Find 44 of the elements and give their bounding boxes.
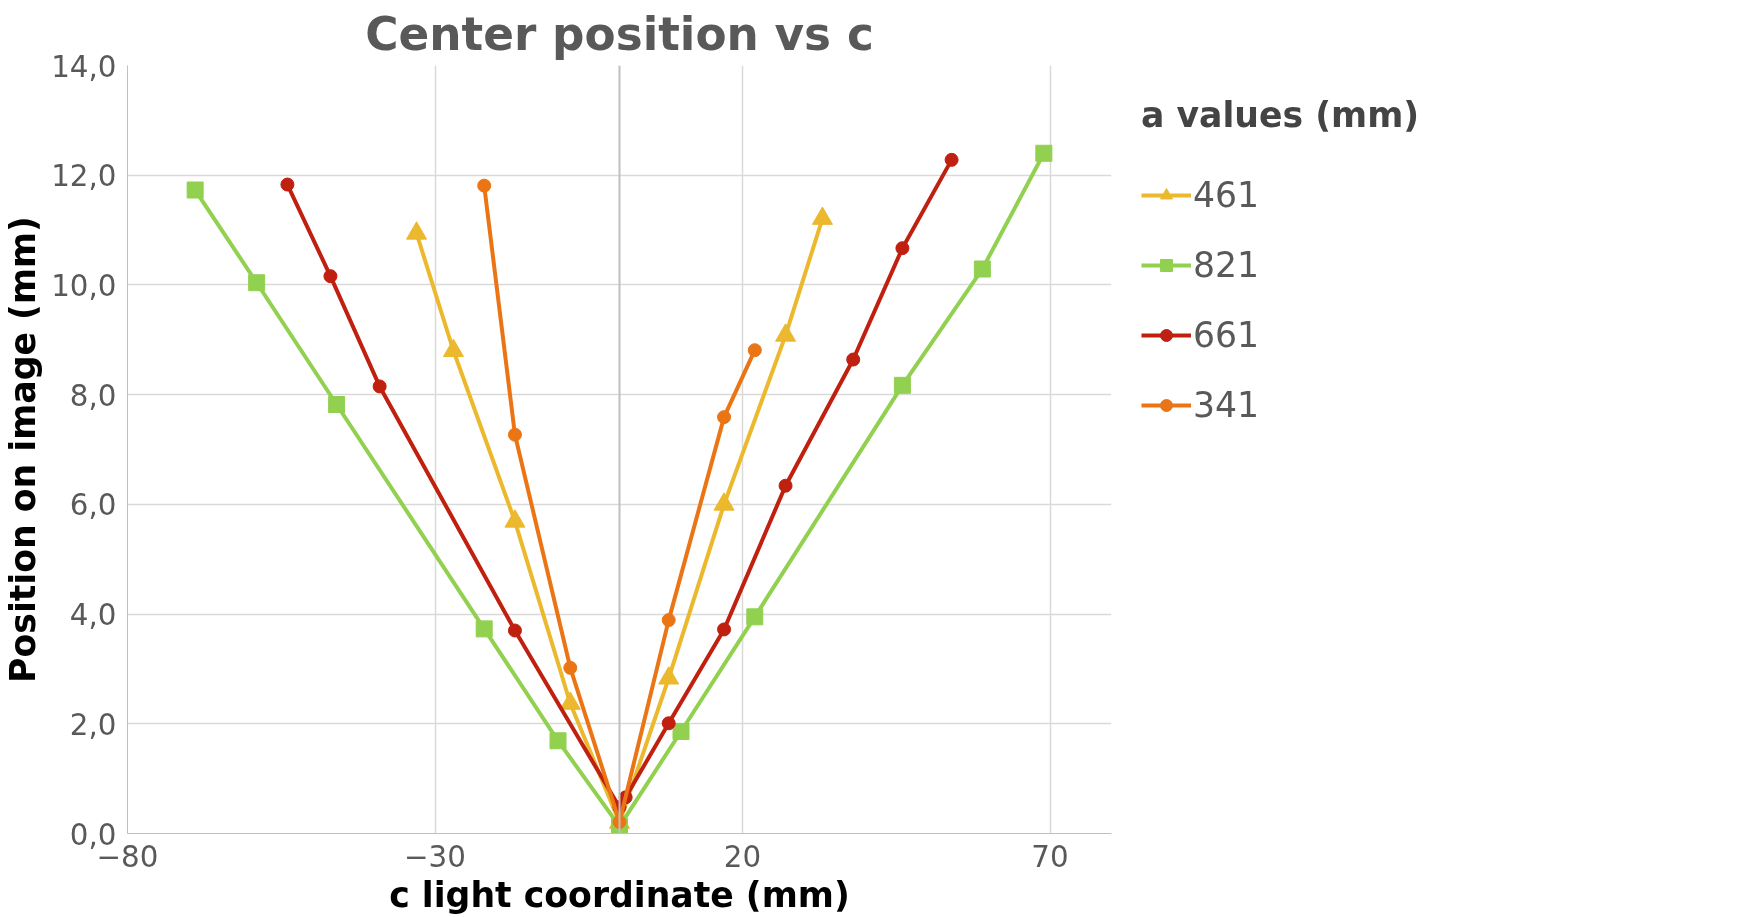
point [280,177,295,192]
y-tick-label: 2,0 [69,707,117,742]
point [672,722,690,740]
x-tick-label: −30 [404,839,466,874]
x-tick-label: 20 [723,839,762,874]
point [248,274,266,292]
legend-label: 341 [1193,385,1260,425]
point [893,376,911,394]
point [1035,144,1053,162]
point [563,660,578,675]
legend-label: 821 [1193,245,1260,285]
point [661,716,676,731]
point [778,478,793,493]
y-tick-label: 14,0 [51,49,117,84]
point [328,396,346,414]
y-tick-label: 4,0 [69,598,117,633]
legend-title: a values (mm) [1141,95,1420,135]
point [747,343,762,358]
point [549,732,567,750]
x-axis-title: c light coordinate (mm) [389,874,850,915]
y-tick-label: 8,0 [69,378,117,413]
point [717,410,732,425]
point [186,181,204,199]
point [661,613,676,628]
legend-label: 461 [1193,175,1260,215]
point [717,622,732,637]
y-tick-label: 10,0 [51,268,117,303]
point [895,241,910,256]
point [477,178,492,193]
x-tick-label: 70 [1031,839,1069,874]
point [973,260,991,278]
legend-label: 661 [1193,315,1260,355]
point [944,152,959,167]
point [507,623,522,638]
point [323,269,338,284]
point [372,379,387,394]
y-axis-title: Position on image (mm) [3,216,44,683]
point [746,608,764,626]
y-tick-label: 12,0 [51,159,117,194]
point [507,427,522,442]
point [475,620,493,638]
chart-title: Center position vs c [365,7,874,61]
y-tick-label: 6,0 [69,488,117,523]
point [846,352,861,367]
